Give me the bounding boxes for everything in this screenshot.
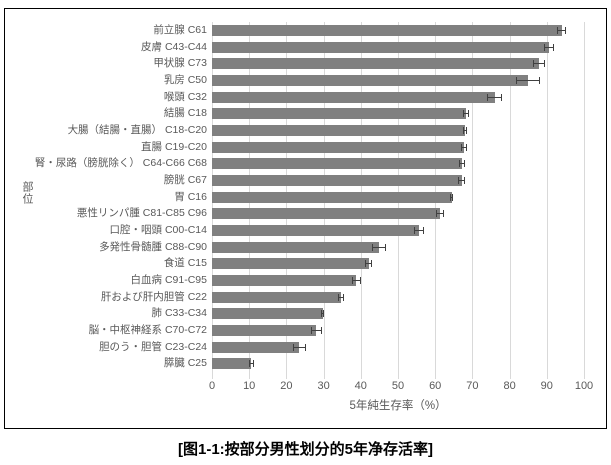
bar <box>212 291 342 303</box>
error-bar <box>351 276 362 284</box>
x-tick-label: 20 <box>280 380 293 392</box>
category-axis: 前立腺 C61 皮膚 C43-C44 甲状腺 C73 乳房 C50 喉頭 C32 結腸 C… <box>5 22 207 372</box>
x-tick-label: 30 <box>317 380 330 392</box>
category-label: 喉頭 C32 <box>163 90 207 103</box>
x-tick-label: 50 <box>391 380 405 392</box>
bar <box>212 308 323 320</box>
bar <box>212 358 252 370</box>
category-label: 膀胱 C67 <box>163 174 207 186</box>
category-label: 多発性骨髄腫 C88-C90 <box>99 240 207 253</box>
category-label: 大腸（結腸・直腸） C18-C20 <box>67 124 207 136</box>
gridline <box>584 22 585 379</box>
x-axis-ticks: 0 10 20 30 40 50 60 70 80 90 100 <box>208 380 593 394</box>
error-bar <box>321 310 325 318</box>
category-label: 皮膚 C43-C44 <box>141 40 207 53</box>
bar <box>212 208 441 220</box>
gridline <box>509 22 511 379</box>
error-bar <box>515 76 541 84</box>
bar <box>212 74 529 86</box>
error-bar <box>450 193 454 201</box>
error-bar <box>487 93 503 101</box>
category-label: 結腸 C18 <box>163 107 207 120</box>
x-tick-label: 80 <box>503 380 516 392</box>
x-tick-label: 70 <box>466 380 479 392</box>
error-bar <box>459 160 466 168</box>
category-label: 胃 C16 <box>174 190 207 203</box>
category-label: 乳房 C50 <box>163 74 207 86</box>
bar <box>212 58 539 70</box>
bar <box>212 224 420 236</box>
category-label: 脳・中枢神経系 C70-C72 <box>88 324 207 336</box>
error-bar <box>557 26 567 34</box>
category-label: 腎・尿路（膀胱除く） C64-C66 C68 <box>34 157 207 170</box>
category-label: 白血病 C91-C95 <box>130 274 207 286</box>
error-bar <box>463 126 467 134</box>
bar <box>212 124 465 136</box>
x-tick-label: 90 <box>540 380 553 392</box>
x-tick-label: 100 <box>574 380 594 392</box>
bar <box>212 108 466 120</box>
bar <box>212 41 550 53</box>
bar <box>212 258 369 270</box>
x-tick-label: 40 <box>354 380 367 392</box>
x-axis-title: 5年純生存率（%） <box>349 400 447 412</box>
plot-area <box>212 22 585 379</box>
error-bar <box>436 210 444 218</box>
category-label: 口腔・咽頭 C00-C14 <box>109 224 207 236</box>
error-bar <box>338 293 345 301</box>
error-bar <box>414 226 425 234</box>
x-tick-label: 0 <box>208 380 216 392</box>
bar <box>212 191 452 203</box>
x-tick-label: 60 <box>429 380 442 392</box>
bar <box>212 324 317 336</box>
error-bar <box>292 343 307 351</box>
bar <box>212 24 562 36</box>
bar <box>212 241 380 253</box>
error-bar <box>371 243 387 251</box>
gridline <box>472 22 474 379</box>
error-bar <box>310 326 322 334</box>
bar <box>212 274 357 286</box>
error-bar <box>533 60 545 68</box>
error-bar <box>457 176 466 184</box>
error-bar <box>248 360 255 368</box>
figure-border: 前立腺 C61 皮膚 C43-C44 甲状腺 C73 乳房 C50 喉頭 C32 結腸 C… <box>4 8 607 429</box>
category-label: 直腸 C19-C20 <box>141 140 207 153</box>
category-label: 食道 C15 <box>163 257 207 270</box>
y-axis-title: 部位 <box>21 181 33 205</box>
category-label: 胆のう・胆管 C23-C24 <box>99 340 207 353</box>
category-label: 悪性リンパ腫 C81-C85 C96 <box>76 207 207 220</box>
gridline <box>546 22 548 379</box>
bar <box>212 141 465 153</box>
bar <box>212 158 463 170</box>
bar <box>212 341 300 353</box>
category-label: 肺 C33-C34 <box>151 307 207 320</box>
figure-caption: [图1-1:按部分男性划分的5年净存活率] <box>177 441 433 458</box>
category-label: 膵臓 C25 <box>163 357 207 370</box>
error-bar <box>462 110 469 118</box>
x-tick-label: 10 <box>243 380 256 392</box>
bar <box>212 91 495 103</box>
error-bar <box>543 43 555 51</box>
error-bar <box>461 143 468 151</box>
category-label: 甲状腺 C73 <box>153 57 207 70</box>
category-label: 前立腺 C61 <box>153 24 207 36</box>
error-bar <box>364 260 373 268</box>
category-label: 肝および肝内胆管 C22 <box>100 290 207 303</box>
bar <box>212 174 462 186</box>
